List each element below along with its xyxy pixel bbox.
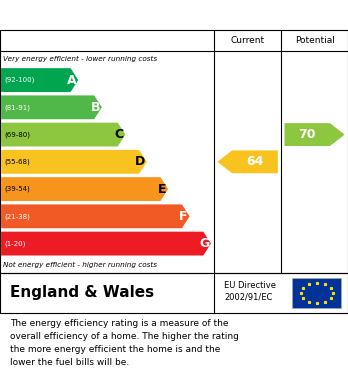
Polygon shape [1, 231, 211, 255]
Polygon shape [1, 177, 168, 201]
Text: Very energy efficient - lower running costs: Very energy efficient - lower running co… [3, 56, 158, 62]
Text: (39-54): (39-54) [4, 186, 30, 192]
Text: (1-20): (1-20) [4, 240, 25, 247]
Text: The energy efficiency rating is a measure of the
overall efficiency of a home. T: The energy efficiency rating is a measur… [10, 319, 239, 367]
Text: 64: 64 [246, 155, 264, 169]
Polygon shape [218, 151, 278, 173]
Text: Potential: Potential [295, 36, 334, 45]
Text: England & Wales: England & Wales [10, 285, 155, 301]
Text: 70: 70 [299, 128, 316, 141]
Text: C: C [114, 128, 124, 141]
Text: F: F [179, 210, 188, 223]
Text: (81-91): (81-91) [4, 104, 30, 111]
Bar [292, 278, 341, 308]
Text: Current: Current [230, 36, 265, 45]
Text: G: G [199, 237, 209, 250]
Text: EU Directive
2002/91/EC: EU Directive 2002/91/EC [224, 281, 276, 301]
Polygon shape [1, 150, 147, 174]
Text: B: B [90, 101, 100, 114]
Text: (21-38): (21-38) [4, 213, 30, 220]
Polygon shape [1, 123, 125, 147]
Text: (69-80): (69-80) [4, 131, 30, 138]
Polygon shape [1, 95, 102, 119]
Polygon shape [1, 204, 190, 228]
Text: (55-68): (55-68) [4, 159, 30, 165]
Polygon shape [285, 123, 345, 146]
Text: Energy Efficiency Rating: Energy Efficiency Rating [7, 8, 198, 22]
Text: A: A [67, 74, 77, 86]
Text: E: E [158, 183, 166, 196]
Text: Not energy efficient - higher running costs: Not energy efficient - higher running co… [3, 262, 158, 268]
Polygon shape [1, 68, 78, 92]
Text: (92-100): (92-100) [4, 77, 34, 83]
Text: D: D [135, 155, 145, 169]
